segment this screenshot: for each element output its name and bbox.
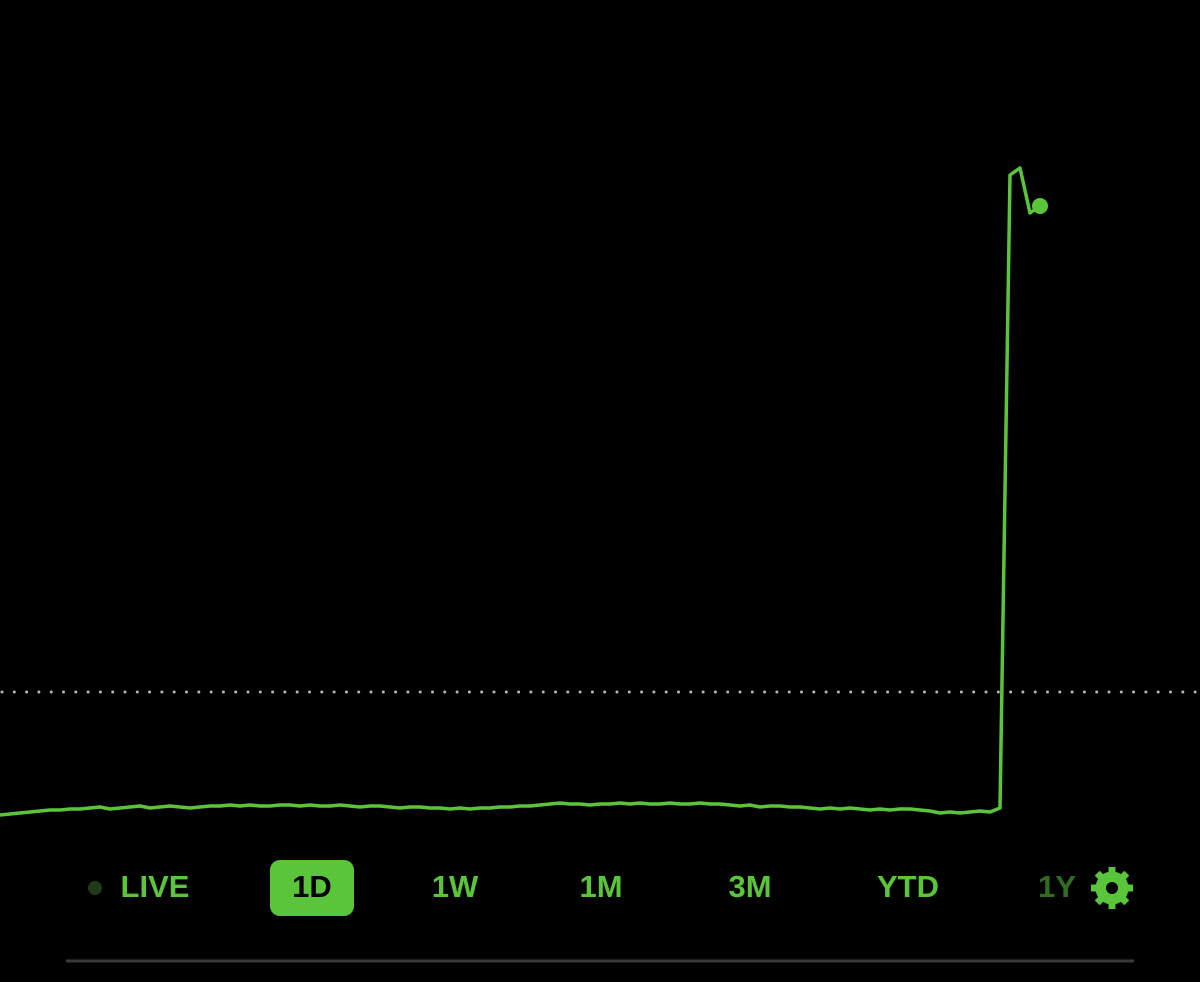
current-point [1032,198,1048,214]
period-button[interactable]: 3M [728,869,771,904]
period-button[interactable]: 1W [432,869,479,904]
period-button[interactable]: 1M [579,869,622,904]
period-button[interactable]: 1Y [1038,869,1076,904]
period-selected-bg [270,860,354,916]
period-button[interactable]: 1D [270,860,354,916]
period-button[interactable]: YTD [877,869,939,904]
period-label: 3M [728,869,771,904]
period-button[interactable]: LIVE [88,869,189,904]
period-label: 1M [579,869,622,904]
settings-button[interactable] [1091,867,1133,909]
period-label: 1D [292,869,332,904]
period-label: YTD [877,869,939,904]
gear-hole [1106,882,1118,894]
live-dot [88,881,102,895]
period-bar: LIVE 1D 1W 1M 3M YTD 1Y [88,860,1076,916]
period-label: LIVE [121,869,190,904]
period-label: 1W [432,869,479,904]
chart [0,166,1200,817]
price-line [0,166,1042,817]
period-label: 1Y [1038,869,1076,904]
